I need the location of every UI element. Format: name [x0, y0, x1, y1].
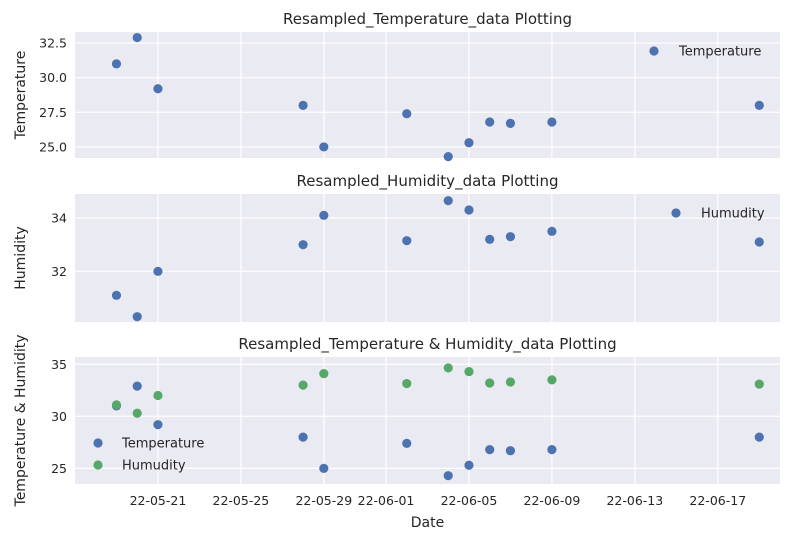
plot-area — [75, 194, 780, 322]
data-point — [754, 432, 764, 442]
data-point — [464, 138, 474, 148]
data-point — [754, 379, 764, 389]
y-axis-label: Humidity — [13, 226, 29, 289]
data-point — [485, 445, 495, 455]
data-point — [298, 380, 308, 390]
x-tick-label: 22-05-29 — [295, 493, 352, 508]
data-point — [153, 420, 163, 430]
subplot-title: Resampled_Humidity_data Plotting — [297, 172, 559, 191]
data-point — [402, 236, 412, 246]
y-axis-label: Temperature — [13, 51, 29, 141]
legend-marker — [93, 438, 103, 448]
x-tick-label: 22-05-25 — [213, 493, 270, 508]
data-point — [485, 234, 495, 244]
data-point — [319, 142, 329, 152]
data-point — [754, 237, 764, 247]
data-point — [298, 240, 308, 250]
data-point — [111, 290, 122, 300]
legend-label: Humudity — [122, 459, 186, 474]
data-point — [485, 117, 495, 127]
data-point — [153, 266, 163, 276]
data-point — [505, 446, 516, 456]
data-point — [443, 471, 453, 481]
y-axis-label: Temperature & Humidity — [13, 335, 29, 508]
temperature-subplot: 25.0 27.5 30.0 32.5 Resampled_Temperature_da… — [13, 10, 780, 162]
data-point — [505, 118, 516, 128]
data-point — [319, 369, 329, 379]
data-point — [443, 152, 453, 162]
data-point — [402, 109, 412, 119]
data-point — [132, 381, 142, 391]
x-tick-label: 22-06-05 — [441, 493, 498, 508]
y-tick-label: 25 — [51, 461, 67, 476]
data-point — [754, 100, 764, 110]
x-tick-label: 22-06-13 — [606, 493, 663, 508]
subplot-title: Resampled_Temperature_data Plotting — [283, 10, 572, 29]
data-point — [319, 463, 329, 473]
data-point — [443, 363, 453, 373]
y-tick-label: 34 — [51, 211, 67, 226]
data-point — [402, 438, 412, 449]
legend-marker — [649, 46, 659, 56]
data-point — [505, 232, 516, 242]
data-point — [547, 445, 557, 455]
data-point — [153, 84, 163, 94]
data-point — [298, 432, 308, 442]
data-point — [132, 312, 142, 322]
data-point — [132, 408, 142, 418]
data-point — [111, 400, 122, 410]
data-point — [464, 460, 474, 470]
data-point — [153, 390, 163, 401]
data-point — [547, 117, 557, 127]
y-tick-label: 30 — [51, 409, 67, 424]
y-tick-label: 32.5 — [39, 36, 67, 51]
data-point — [547, 375, 557, 385]
data-point — [547, 226, 557, 236]
data-point — [505, 377, 516, 387]
data-point — [464, 205, 474, 215]
subplot-title: Resampled_Temperature & Humidity_data Pl… — [238, 335, 616, 354]
legend-label: Humudity — [701, 207, 765, 222]
y-tick-label: 27.5 — [39, 105, 67, 120]
data-point — [132, 32, 142, 43]
x-tick-label: 22-06-17 — [689, 493, 746, 508]
humidity-subplot: 32 34 Resampled_Humidity_data Plotting Humi… — [13, 172, 780, 322]
plot-area — [75, 357, 780, 484]
data-point — [464, 366, 474, 377]
legend-marker — [93, 460, 103, 470]
y-tick-label: 30.0 — [39, 70, 67, 85]
plot-area — [75, 32, 780, 158]
data-point — [443, 196, 453, 206]
y-tick-label: 32 — [51, 264, 67, 279]
y-tick-label: 25.0 — [39, 139, 67, 154]
x-axis-label: Date — [411, 515, 444, 531]
data-point — [485, 378, 495, 388]
legend-marker — [671, 208, 681, 218]
data-point — [402, 378, 412, 389]
x-tick-label: 22-05-21 — [130, 493, 187, 508]
data-point — [319, 210, 329, 220]
y-tick-label: 35 — [51, 357, 67, 372]
data-point — [111, 59, 122, 69]
legend-label: Temperature — [121, 437, 204, 452]
legend-label: Temperature — [678, 45, 761, 60]
x-tick-label: 22-06-01 — [358, 493, 415, 508]
combined-subplot: 22-05-21 22-05-25 22-05-29 22-06-01 22-06-05… — [13, 335, 780, 531]
data-point — [298, 100, 308, 110]
x-tick-label: 22-06-09 — [524, 493, 581, 508]
